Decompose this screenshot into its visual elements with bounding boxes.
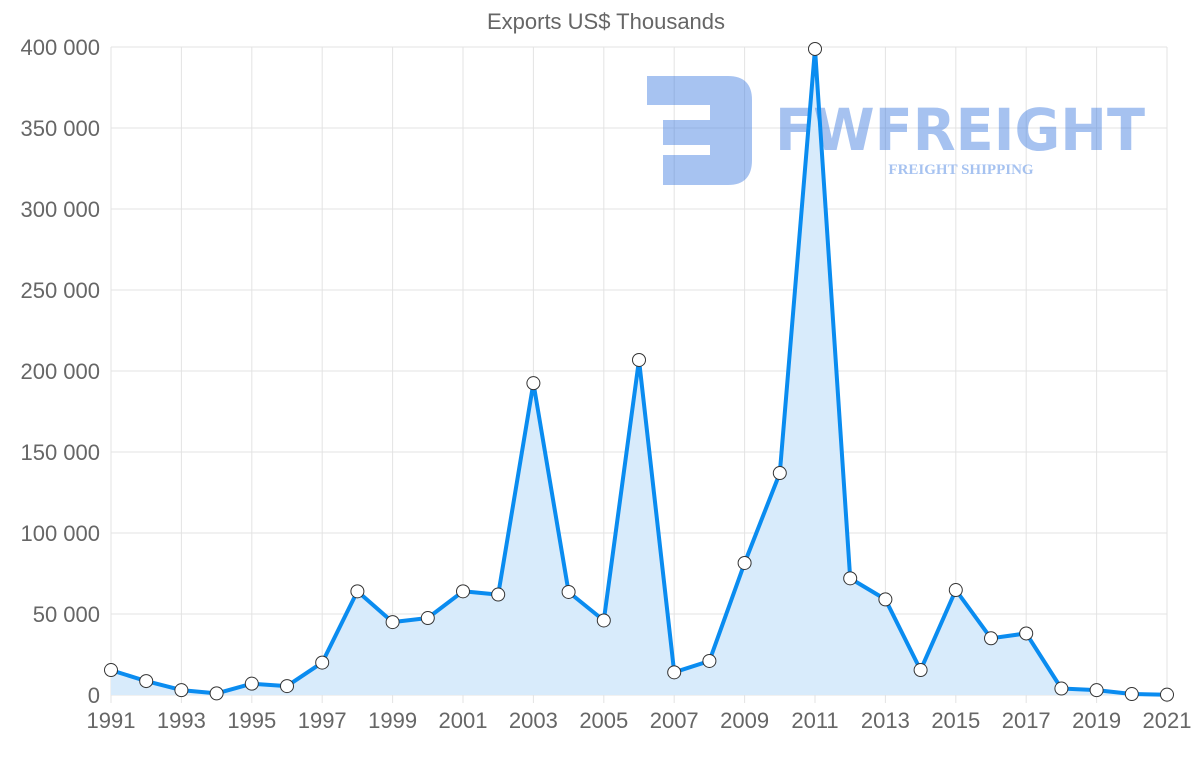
data-point [280,679,294,694]
data-point [667,665,682,680]
data-point [350,584,365,599]
y-tick-label: 0 [88,683,100,708]
data-point [808,41,822,56]
svg-text:FWFREIGHT: FWFREIGHT [775,96,1145,164]
data-point [1054,681,1069,696]
data-point [737,555,752,570]
y-tick-label: 200 000 [20,359,100,384]
x-tick-label: 2019 [1072,708,1121,733]
data-point [772,466,787,481]
svg-text:FREIGHT SHIPPING: FREIGHT SHIPPING [888,162,1033,178]
x-tick-label: 2011 [791,708,838,733]
x-tick-label: 2005 [579,708,628,733]
data-point [913,663,928,678]
watermark-logo: FWFREIGHT FREIGHT SHIPPING [647,76,1145,185]
data-point [948,583,963,598]
data-point [491,587,506,602]
data-point [420,611,435,626]
data-point [878,592,893,607]
data-point [561,584,576,599]
x-tick-label: 1993 [157,708,206,733]
x-axis: 1991 1993 1995 1997 1999 2001 2003 2005 2007 2009… [87,708,1192,733]
y-tick-label: 300 000 [20,197,100,222]
data-point [244,676,259,691]
x-tick-label: 2007 [650,708,699,733]
data-point [104,663,118,678]
y-tick-label: 150 000 [20,440,100,465]
data-point [596,613,611,628]
data-point [209,686,224,701]
data-point [984,631,998,646]
x-tick-label: 2009 [720,708,769,733]
data-point [702,653,717,668]
data-point [139,674,154,689]
data-point [1089,683,1104,698]
data-point [385,615,400,630]
data-point [526,376,541,391]
y-tick-label: 250 000 [20,278,100,303]
data-point [1019,626,1034,641]
x-tick-label: 2001 [439,708,488,733]
y-tick-label: 100 000 [20,521,100,546]
data-point [632,352,646,367]
y-tick-label: 400 000 [20,35,100,60]
data-point [174,683,189,698]
data-point [1160,687,1174,702]
data-point [843,571,858,586]
y-tick-label: 50 000 [33,602,100,627]
x-tick-label: 1991 [87,708,136,733]
x-tick-label: 1999 [368,708,417,733]
x-tick-label: 1995 [227,708,276,733]
x-tick-label: 2013 [861,708,910,733]
data-point [315,655,330,670]
y-tick-label: 350 000 [20,116,100,141]
data-point [456,584,470,599]
data-point [1124,687,1139,702]
chart-title: Exports US$ Thousands [487,9,725,34]
x-tick-label: 2021 [1143,708,1192,733]
x-tick-label: 2017 [1002,708,1051,733]
x-tick-label: 1997 [298,708,347,733]
y-axis: 0 50 000 100 000 150 000 200 000 250 000 300 0… [20,35,100,708]
x-tick-label: 2015 [931,708,980,733]
data-points [104,41,1174,702]
x-tick-label: 2003 [509,708,558,733]
